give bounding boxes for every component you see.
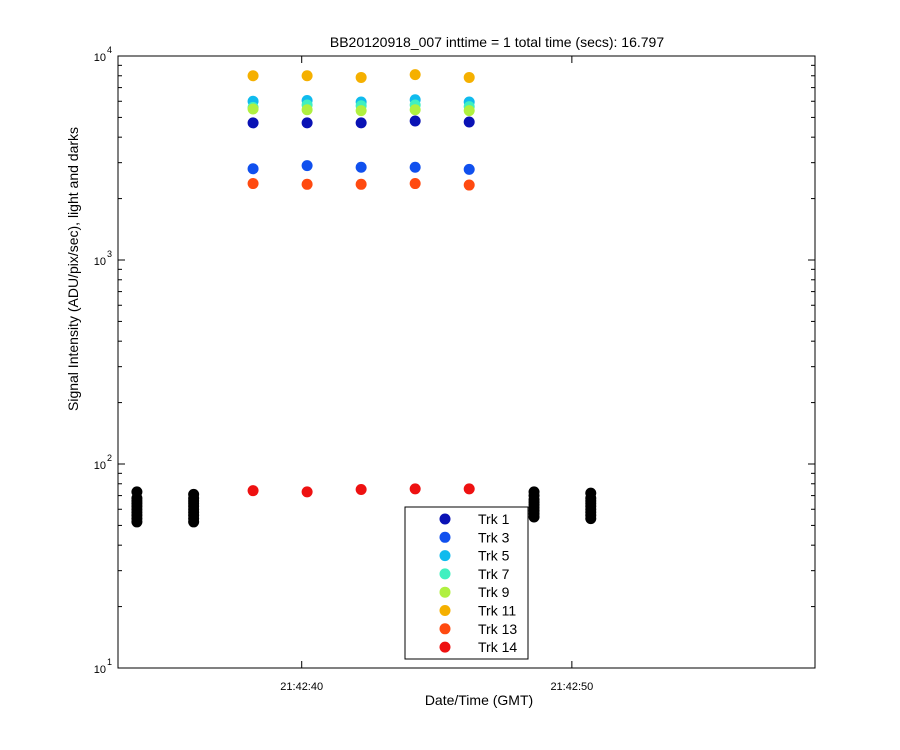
axis-ticks — [118, 55, 815, 669]
x-tick-label: 21:42:40 — [280, 681, 323, 693]
point-trk-9 — [355, 105, 367, 117]
point-trk-14 — [355, 483, 367, 495]
legend-marker — [439, 641, 451, 653]
point-trk-14 — [247, 485, 259, 497]
point-trk-13 — [247, 178, 259, 190]
y-tick-exponent: 2 — [107, 453, 112, 463]
legend: Trk 1 Trk 3 Trk 5 Trk 7 Trk 9 Trk 11 Trk 13 Trk… — [404, 506, 529, 660]
legend-label: Trk 1 — [478, 511, 510, 527]
y-tick-label: 10 — [94, 52, 106, 64]
dark-point — [131, 486, 143, 498]
point-trk-1 — [463, 116, 475, 128]
legend-label: Trk 14 — [478, 639, 517, 655]
x-axis-label: Date/Time (GMT) — [425, 692, 533, 708]
plot-area-frame — [117, 55, 816, 669]
point-trk-11 — [463, 71, 475, 83]
point-trk-1 — [409, 115, 421, 127]
point-trk-11 — [409, 69, 421, 81]
dark-point — [188, 488, 200, 500]
point-trk-3 — [247, 163, 259, 175]
point-trk-3 — [409, 161, 421, 173]
legend-label: Trk 9 — [478, 584, 510, 600]
legend-marker — [439, 513, 451, 525]
point-trk-9 — [301, 104, 313, 116]
point-trk-11 — [301, 70, 313, 82]
legend-marker — [439, 623, 451, 635]
x-tick-label: 21:42:50 — [550, 681, 593, 693]
point-trk-13 — [355, 178, 367, 190]
point-trk-14 — [463, 483, 475, 495]
point-trk-14 — [301, 486, 313, 498]
point-trk-3 — [355, 161, 367, 173]
y-tick-exponent: 1 — [107, 657, 112, 667]
dark-point — [528, 486, 540, 498]
data-points — [131, 69, 597, 528]
point-trk-1 — [355, 117, 367, 129]
x-tick-labels: 21:42:40 21:42:50 — [280, 681, 593, 693]
legend-marker — [439, 586, 451, 598]
point-trk-13 — [409, 178, 421, 190]
dark-point — [585, 487, 597, 499]
point-trk-9 — [247, 103, 259, 115]
y-tick-exponent: 3 — [107, 249, 112, 259]
chart-title: BB20120918_007 inttime = 1 total time (s… — [330, 34, 664, 50]
point-trk-1 — [247, 117, 259, 129]
y-tick-label: 10 — [94, 460, 106, 472]
point-trk-11 — [247, 70, 259, 82]
legend-box — [404, 506, 529, 660]
legend-label: Trk 13 — [478, 621, 517, 637]
point-trk-1 — [301, 117, 313, 129]
point-trk-13 — [463, 179, 475, 191]
legend-label: Trk 3 — [478, 529, 510, 545]
point-trk-9 — [463, 105, 475, 117]
legend-marker — [439, 605, 451, 616]
legend-label: Trk 11 — [478, 603, 516, 619]
y-axis-label: Signal Intensity (ADU/pix/sec), light an… — [65, 127, 81, 411]
y-tick-exponent: 4 — [107, 45, 112, 55]
y-tick-label: 10 — [94, 664, 106, 676]
point-trk-3 — [301, 160, 313, 172]
legend-label: Trk 7 — [478, 566, 510, 582]
y-tick-label: 10 — [94, 256, 106, 268]
point-trk-3 — [463, 163, 475, 175]
legend-marker — [439, 568, 451, 580]
point-trk-13 — [301, 178, 313, 190]
point-trk-11 — [355, 71, 367, 83]
point-trk-9 — [409, 104, 421, 116]
legend-marker — [439, 550, 451, 562]
legend-label: Trk 5 — [478, 548, 510, 564]
legend-marker — [439, 531, 451, 543]
point-trk-14 — [409, 483, 421, 495]
